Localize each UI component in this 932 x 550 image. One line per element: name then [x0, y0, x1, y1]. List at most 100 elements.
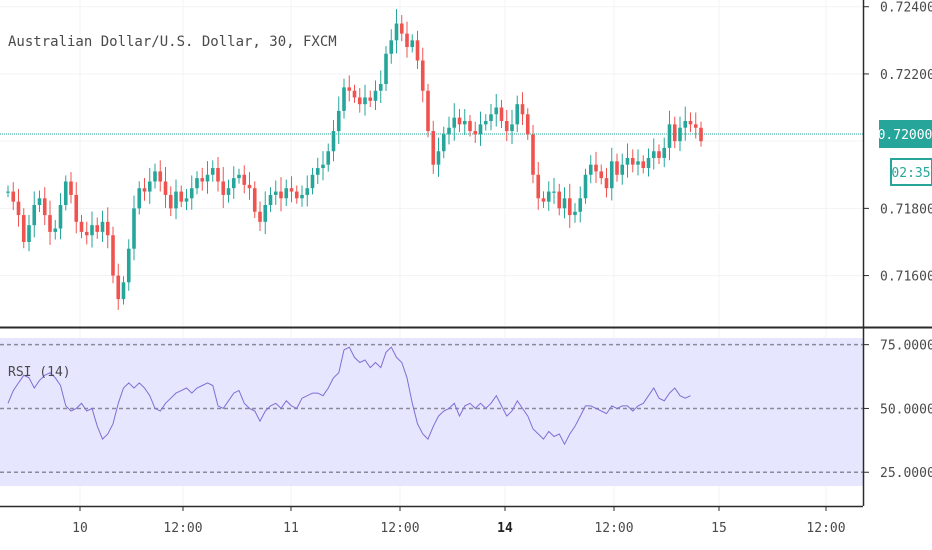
candle	[179, 185, 184, 208]
candle-body	[410, 40, 415, 48]
candle	[389, 29, 394, 64]
candle	[105, 207, 110, 249]
candle	[116, 263, 121, 310]
candle-body	[74, 194, 79, 222]
candle	[615, 153, 619, 182]
candle	[504, 109, 509, 142]
candle-body	[273, 191, 278, 195]
candle-body	[667, 124, 672, 148]
candle	[672, 116, 677, 149]
candle	[641, 155, 646, 174]
candle-body	[95, 225, 100, 232]
candle-body	[389, 40, 394, 54]
candle	[578, 186, 583, 223]
candle	[552, 177, 556, 204]
candle-body	[641, 161, 646, 169]
candle-body	[615, 161, 619, 175]
candle	[11, 182, 16, 211]
candle	[16, 188, 21, 227]
candle	[625, 143, 630, 178]
candle	[69, 172, 73, 204]
candle-body	[16, 201, 21, 216]
candle	[305, 175, 310, 207]
candle	[604, 167, 609, 198]
candle-body	[200, 178, 205, 182]
candle	[158, 160, 163, 192]
candle	[174, 179, 178, 220]
candle	[630, 149, 635, 173]
candle-body	[678, 127, 682, 142]
candle	[195, 171, 199, 195]
candle	[452, 103, 457, 141]
candle-body	[142, 188, 147, 192]
candle	[132, 195, 136, 261]
candle-body	[609, 161, 614, 189]
candle-body	[510, 124, 514, 132]
candle	[189, 175, 194, 210]
candle	[342, 78, 346, 119]
candle	[520, 92, 525, 126]
candle	[331, 119, 336, 162]
candle	[436, 137, 441, 177]
candle	[200, 167, 205, 191]
candle-body	[90, 225, 94, 236]
candle	[525, 108, 530, 140]
candle	[95, 217, 100, 239]
candle-body	[221, 181, 226, 195]
candle	[226, 179, 231, 203]
candle-body	[210, 168, 215, 175]
candle-body	[494, 107, 499, 115]
candle	[420, 47, 425, 103]
candle	[210, 160, 215, 182]
candle-body	[268, 194, 273, 206]
candle	[126, 239, 131, 291]
candle-body	[693, 124, 698, 128]
rsi-scale[interactable]: 75.0000 50.0000 25.0000	[863, 339, 932, 482]
candle	[499, 99, 504, 128]
candle-body	[457, 117, 462, 125]
candle-body	[21, 215, 26, 242]
countdown-badge	[890, 158, 932, 186]
countdown-label: 02:35	[891, 166, 930, 181]
candle-body	[441, 134, 446, 152]
candle	[21, 208, 26, 249]
candle	[531, 125, 535, 184]
rsi-level-lines	[0, 343, 863, 473]
candle-body	[620, 164, 625, 175]
time-tick-label: 12:00	[163, 521, 202, 536]
candle-body	[531, 134, 535, 175]
candle-body	[305, 188, 310, 195]
candle-body	[384, 53, 388, 85]
candle	[221, 167, 226, 208]
candle-body	[630, 157, 635, 165]
candle-body	[252, 188, 257, 212]
candle	[651, 138, 656, 170]
candle-body	[562, 198, 567, 209]
chart-title: Australian Dollar/U.S. Dollar, 30, FXCM	[8, 34, 337, 50]
candle	[32, 191, 37, 238]
candle	[273, 180, 278, 205]
candle-body	[247, 184, 252, 189]
candle	[667, 110, 672, 161]
candle-body	[420, 60, 425, 91]
candle	[90, 211, 94, 248]
candle-body	[336, 110, 341, 132]
candle	[326, 143, 331, 172]
price-scale[interactable]: 0.72400 0.72200 0.71800 0.71600	[863, 1, 932, 285]
candle	[352, 84, 357, 103]
candle	[405, 21, 409, 58]
candle	[599, 164, 604, 185]
candle-body	[657, 151, 661, 158]
candle	[137, 181, 142, 215]
candle-body	[342, 87, 346, 111]
candle	[357, 88, 362, 113]
time-scale[interactable]: 10 12:00 11 12:00 14 12:00 15 12:00	[72, 506, 846, 536]
time-tick-label: 12:00	[806, 521, 845, 536]
candle-body	[536, 174, 541, 199]
candle	[310, 167, 315, 195]
candle	[58, 193, 63, 240]
candle-body	[163, 181, 168, 195]
candle-body	[310, 174, 315, 189]
candle-body	[588, 164, 593, 175]
candle-body	[578, 198, 583, 212]
